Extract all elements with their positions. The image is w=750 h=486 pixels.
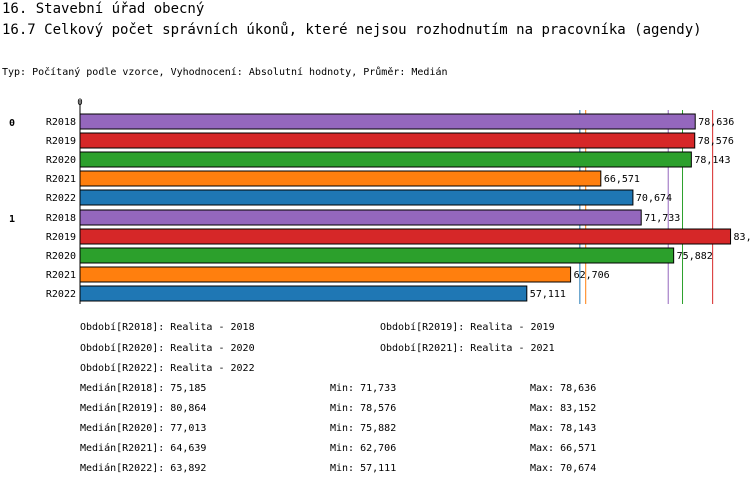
data-label: 66,571: [604, 174, 640, 185]
category-label: R2022: [46, 289, 76, 300]
data-label: 78,636: [698, 117, 734, 128]
stat-min: Min: 71,733: [330, 383, 397, 394]
chart-meta: Typ: Počítaný podle vzorce, Vyhodnocení:…: [2, 67, 448, 78]
stat-min: Min: 62,706: [330, 443, 397, 454]
page-title: 16. Stavební úřad obecný: [2, 1, 205, 17]
legend-entry: Období[R2019]: Realita - 2019: [380, 322, 555, 333]
category-label: R2022: [46, 193, 76, 204]
data-label: 70,674: [636, 193, 672, 204]
stat-min: Min: 57,111: [330, 463, 397, 474]
bar: [79, 228, 732, 245]
stat-min: Min: 75,882: [330, 423, 397, 434]
legend-entry: Období[R2022]: Realita - 2022: [80, 363, 255, 374]
stat-max: Max: 78,636: [530, 383, 597, 394]
bar: [79, 151, 692, 168]
stat-median: Medián[R2020]: 77,013: [80, 423, 207, 434]
stat-median: Medián[R2022]: 63,892: [80, 463, 207, 474]
category-label: R2021: [46, 174, 76, 185]
category-label: R2018: [46, 117, 76, 128]
bar: [79, 266, 572, 283]
group-label: 1: [9, 214, 15, 225]
category-label: R2018: [46, 213, 76, 224]
data-label: 62,706: [574, 270, 610, 281]
bar: [79, 170, 602, 187]
legend-entry: Období[R2020]: Realita - 2020: [80, 343, 255, 354]
legend-entry: Období[R2018]: Realita - 2018: [80, 322, 255, 333]
data-label: 57,111: [530, 289, 566, 300]
category-label: R2020: [46, 251, 76, 262]
category-label: R2020: [46, 155, 76, 166]
data-label: 78,143: [694, 155, 730, 166]
stat-median: Medián[R2019]: 80,864: [80, 403, 207, 414]
chart-title: 16.7 Celkový počet správních úkonů, kter…: [2, 22, 702, 38]
stat-max: Max: 78,143: [530, 423, 597, 434]
group-label: 0: [9, 118, 15, 129]
data-label: 83,152: [734, 232, 750, 243]
category-label: R2019: [46, 136, 76, 147]
stat-median: Medián[R2021]: 64,639: [80, 443, 207, 454]
bar: [79, 189, 634, 206]
bar: [79, 285, 528, 302]
legend-entry: Období[R2021]: Realita - 2021: [380, 343, 555, 354]
bar: [79, 247, 675, 264]
bar: [79, 132, 696, 149]
stat-median: Medián[R2018]: 75,185: [80, 383, 207, 394]
data-label: 75,882: [677, 251, 713, 262]
stat-max: Max: 83,152: [530, 403, 597, 414]
bar: [79, 209, 642, 226]
stat-max: Max: 66,571: [530, 443, 597, 454]
data-label: 78,576: [698, 136, 734, 147]
x-axis-tick-label: 0: [77, 98, 82, 108]
stat-max: Max: 70,674: [530, 463, 597, 474]
bar: [79, 113, 696, 130]
stat-min: Min: 78,576: [330, 403, 397, 414]
data-label: 71,733: [644, 213, 680, 224]
category-label: R2021: [46, 270, 76, 281]
category-label: R2019: [46, 232, 76, 243]
